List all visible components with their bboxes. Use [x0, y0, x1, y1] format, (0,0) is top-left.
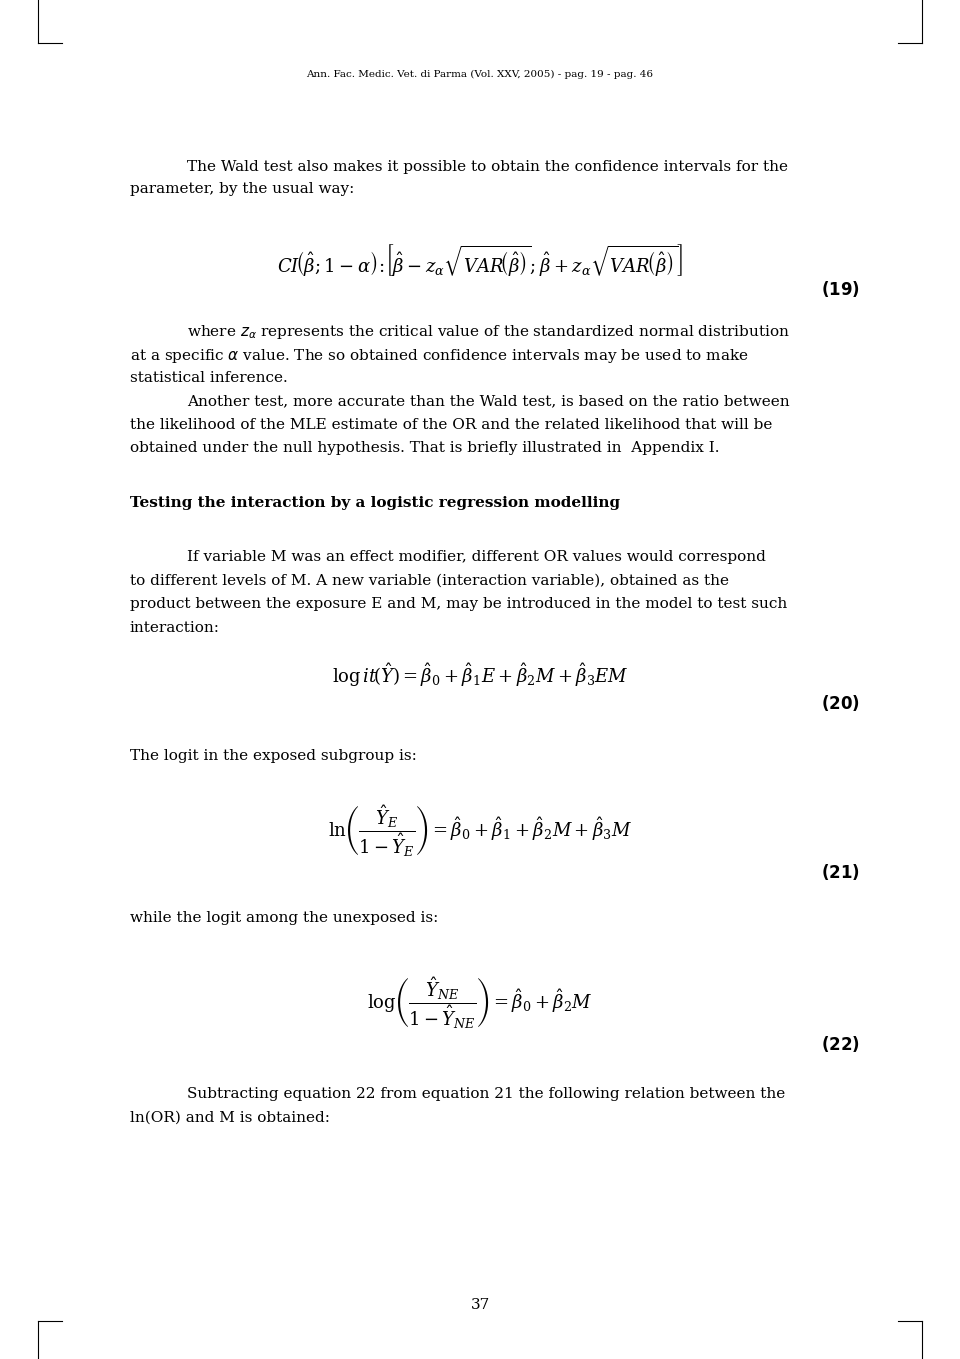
Text: obtained under the null hypothesis. That is briefly illustrated in  Appendix I.: obtained under the null hypothesis. That…	[130, 442, 719, 455]
Text: If variable M was an effect modifier, different OR values would correspond: If variable M was an effect modifier, di…	[187, 550, 766, 564]
Text: $\ln\!\left(\dfrac{\hat{Y}_E}{1-\hat{Y}_E}\right)=\hat{\beta}_0+\hat{\beta}_1+\h: $\ln\!\left(\dfrac{\hat{Y}_E}{1-\hat{Y}_…	[328, 805, 632, 859]
Text: product between the exposure E and M, may be introduced in the model to test suc: product between the exposure E and M, ma…	[130, 598, 787, 612]
Text: Another test, more accurate than the Wald test, is based on the ratio between: Another test, more accurate than the Wal…	[187, 394, 790, 408]
Text: $\log it\!\left(\hat{Y}\right)=\hat{\beta}_0+\hat{\beta}_1 E+\hat{\beta}_2 M+\ha: $\log it\!\left(\hat{Y}\right)=\hat{\bet…	[332, 662, 628, 689]
Text: the likelihood of the MLE estimate of the OR and the related likelihood that wil: the likelihood of the MLE estimate of th…	[130, 417, 772, 432]
Text: The Wald test also makes it possible to obtain the confidence intervals for the: The Wald test also makes it possible to …	[187, 160, 788, 174]
Text: 37: 37	[470, 1298, 490, 1311]
Text: $\mathbf{(20)}$: $\mathbf{(20)}$	[821, 693, 859, 712]
Text: The logit in the exposed subgroup is:: The logit in the exposed subgroup is:	[130, 749, 417, 762]
Text: interaction:: interaction:	[130, 621, 220, 635]
Text: Testing the interaction by a logistic regression modelling: Testing the interaction by a logistic re…	[130, 496, 620, 510]
Text: parameter, by the usual way:: parameter, by the usual way:	[130, 182, 354, 196]
Text: Ann. Fac. Medic. Vet. di Parma (Vol. XXV, 2005) - pag. 19 - pag. 46: Ann. Fac. Medic. Vet. di Parma (Vol. XXV…	[306, 71, 654, 79]
Text: statistical inference.: statistical inference.	[130, 371, 287, 385]
Text: while the logit among the unexposed is:: while the logit among the unexposed is:	[130, 911, 438, 924]
Text: at a specific $\alpha$ value. The so obtained confidence intervals may be used t: at a specific $\alpha$ value. The so obt…	[130, 347, 749, 366]
Text: to different levels of M. A new variable (interaction variable), obtained as the: to different levels of M. A new variable…	[130, 573, 729, 588]
Text: $CI\!\left(\hat{\beta};1-\alpha\right)\!:\!\left[\hat{\beta}-z_{\alpha}\sqrt{VAR: $CI\!\left(\hat{\beta};1-\alpha\right)\!…	[277, 243, 683, 279]
Text: $\mathbf{(19)}$: $\mathbf{(19)}$	[821, 280, 859, 299]
Text: $\mathbf{(21)}$: $\mathbf{(21)}$	[821, 863, 859, 882]
Text: where $z_{\alpha}$ represents the critical value of the standardized normal dist: where $z_{\alpha}$ represents the critic…	[187, 323, 790, 341]
Text: Subtracting equation 22 from equation 21 the following relation between the: Subtracting equation 22 from equation 21…	[187, 1087, 785, 1101]
Text: $\mathbf{(22)}$: $\mathbf{(22)}$	[821, 1034, 859, 1053]
Text: ln(OR) and M is obtained:: ln(OR) and M is obtained:	[130, 1110, 329, 1125]
Text: $\log\!\left(\dfrac{\hat{Y}_{NE}}{1-\hat{Y}_{NE}}\right)=\hat{\beta}_0+\hat{\bet: $\log\!\left(\dfrac{\hat{Y}_{NE}}{1-\hat…	[368, 976, 592, 1030]
